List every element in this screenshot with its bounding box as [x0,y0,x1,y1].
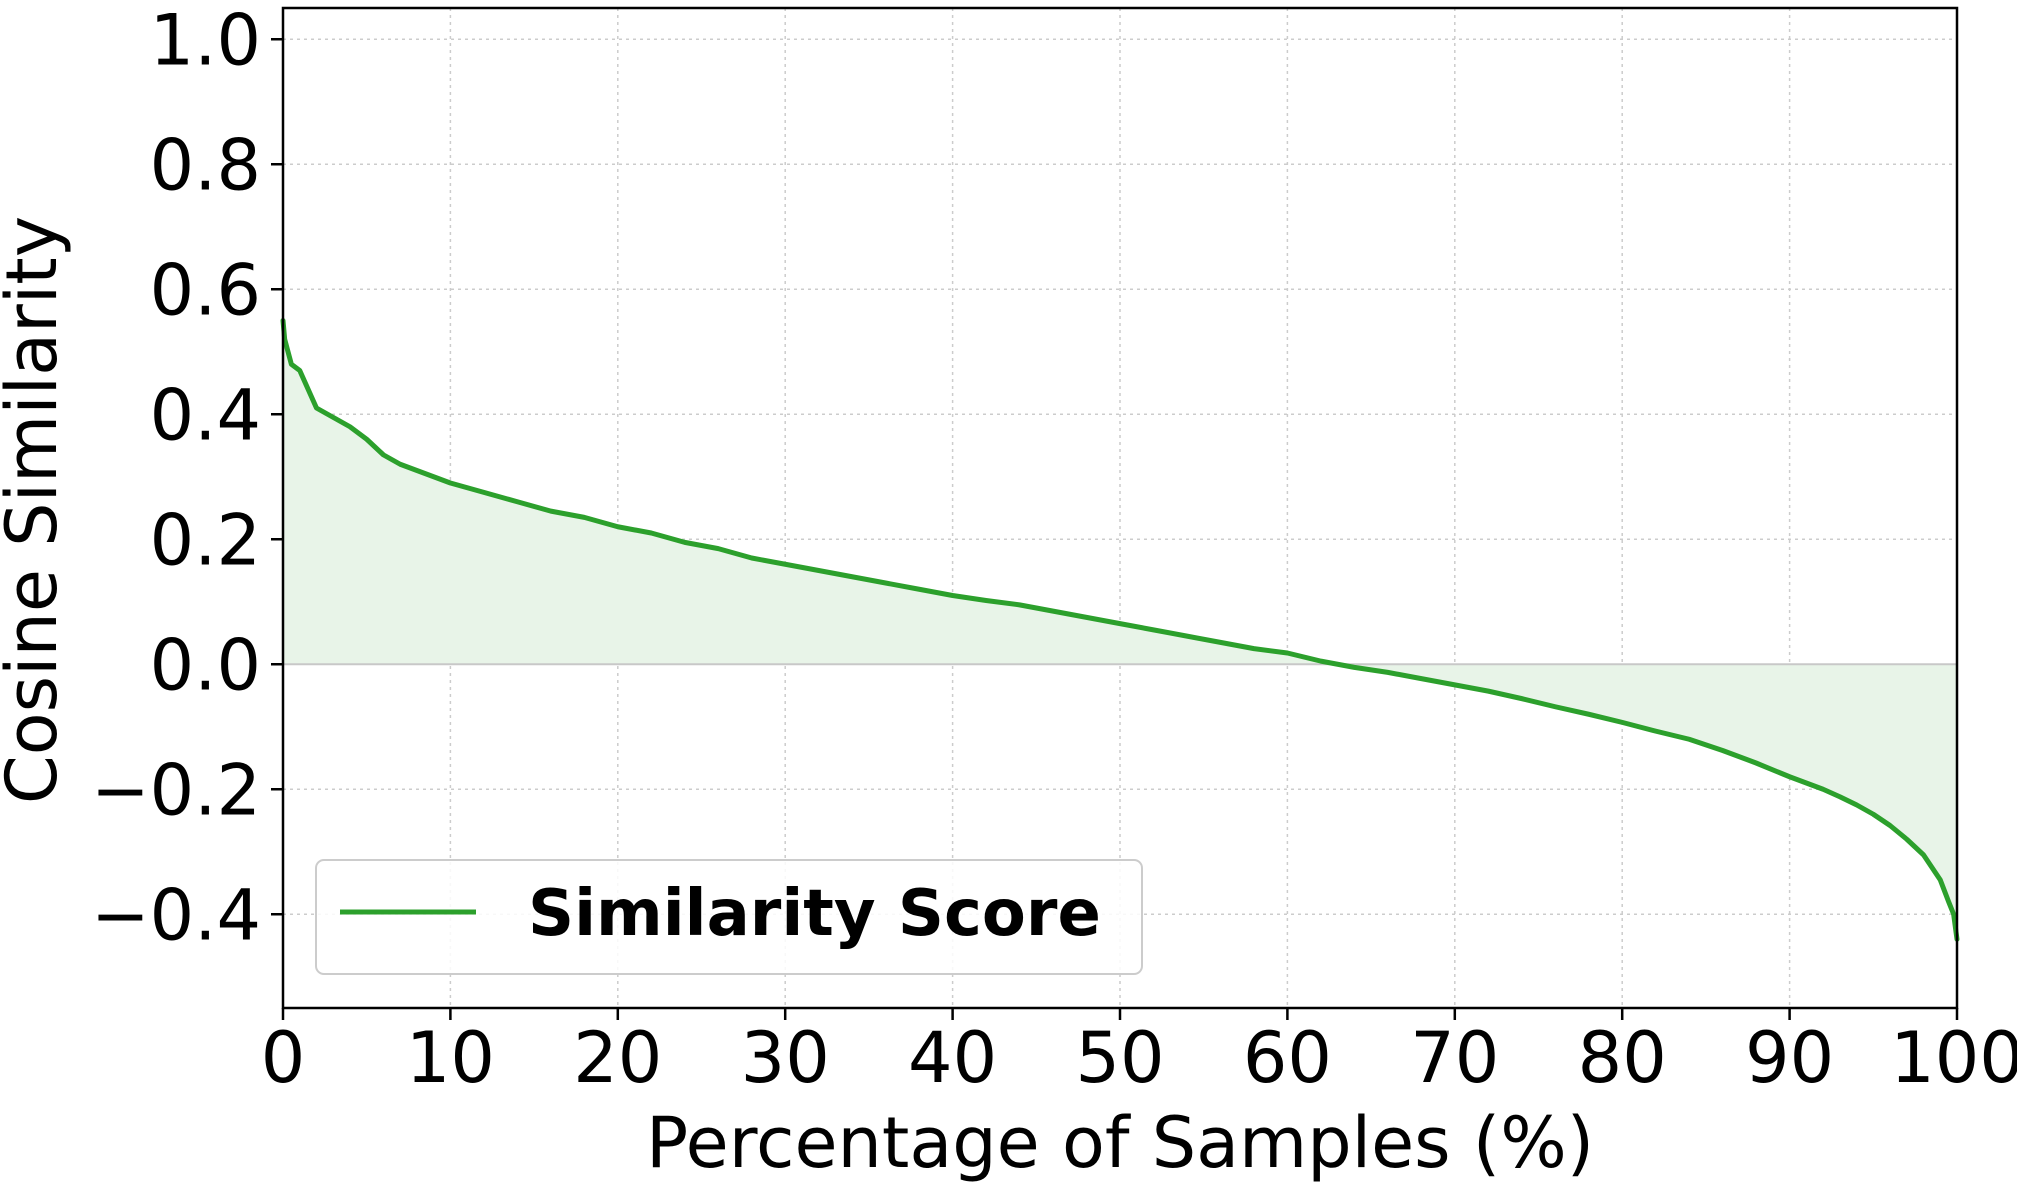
x-tick-label: 100 [1890,1017,2017,1099]
legend-label: Similarity Score [528,877,1101,951]
y-tick-label: −0.4 [91,874,261,956]
x-axis-ticks: 0 10 20 30 40 50 60 70 80 90 100 [261,1008,2017,1099]
x-tick-label: 80 [1578,1017,1667,1099]
legend: Similarity Score [315,859,1143,975]
y-tick-label: −0.2 [91,749,261,831]
x-tick-label: 90 [1745,1017,1834,1099]
y-tick-label: 0.8 [150,124,261,206]
y-tick-label: 0.0 [150,624,261,706]
legend-box [315,859,1143,975]
series-lines [280,318,1960,942]
y-tick-label: 0.6 [150,249,261,331]
y-tick-label: 0.4 [150,374,261,456]
x-tick-label: 70 [1410,1017,1499,1099]
x-tick-label: 10 [406,1017,495,1099]
y-axis-label: Cosine Similarity [0,216,73,804]
x-tick-label: 20 [573,1017,662,1099]
series-line-similarity-score [280,318,1960,942]
y-tick-label: 0.2 [150,499,261,581]
grid-lines [282,8,1958,1008]
x-tick-label: 0 [261,1017,306,1099]
x-tick-label: 60 [1243,1017,1332,1099]
x-tick-label: 40 [908,1017,997,1099]
x-tick-label: 50 [1075,1017,1164,1099]
y-axis-ticks: −0.4 −0.2 0.0 0.2 0.4 0.6 0.8 1.0 [91,0,283,956]
area-fill [283,320,1957,940]
y-tick-label: 1.0 [150,0,261,81]
x-axis-label: Percentage of Samples (%) [646,1102,1594,1184]
similarity-area-fill [283,320,1957,940]
x-tick-label: 30 [741,1017,830,1099]
